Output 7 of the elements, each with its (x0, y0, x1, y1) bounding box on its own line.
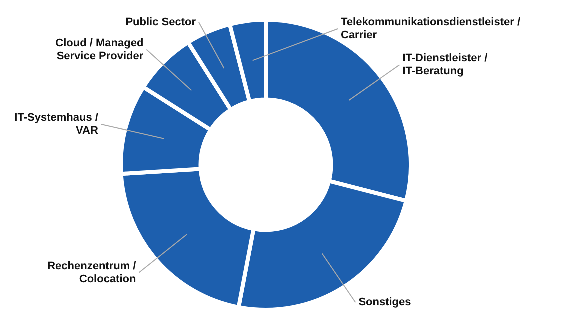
slice-label: Cloud / Managed Service Provider (56, 37, 144, 62)
slice-label: Public Sector (126, 16, 197, 29)
slice-label: Sonstiges (358, 296, 412, 309)
slice-label: Rechenzentrum / Colocation (48, 260, 136, 286)
slice-label: Telekommunikationsdienstleister / Carrier (341, 16, 521, 42)
slice-label: IT-Dienstleister / IT-Beratung (402, 52, 488, 78)
slice-label: IT-Systemhaus / VAR (14, 112, 98, 137)
